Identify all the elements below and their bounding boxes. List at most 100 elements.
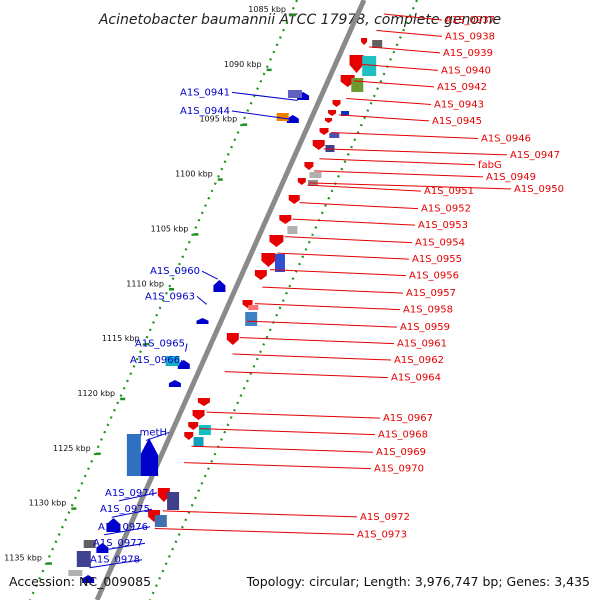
label-leader	[247, 320, 398, 328]
gene-label-a1s_0957: A1S_0957	[406, 288, 456, 299]
gene-box	[68, 570, 83, 576]
forward-gene-arrow	[340, 75, 355, 87]
gene-label-a1s_0949: A1S_0949	[486, 172, 536, 183]
gene-label-a1s_0961: A1S_0961	[397, 339, 447, 350]
topology-text: Topology: circular; Length: 3,976,747 bp…	[246, 574, 590, 589]
gene-box	[329, 133, 340, 138]
label-leader	[239, 337, 395, 345]
forward-gene-arrow	[304, 162, 314, 170]
label-leader	[338, 114, 430, 122]
gene-label-a1s_0966: A1S_0966	[130, 355, 180, 366]
gene-label-a1s_0972: A1S_0972	[360, 512, 410, 523]
gene-label-a1s_0965: A1S_0965	[135, 339, 185, 350]
gene-label-a1s_0956: A1S_0956	[409, 271, 459, 282]
forward-gene-arrow	[349, 55, 364, 73]
label-leader	[307, 184, 422, 192]
forward-gene-arrow	[319, 128, 329, 135]
label-leader	[206, 411, 381, 419]
gene-box	[245, 312, 258, 326]
gene-label-a1s_0954: A1S_0954	[415, 238, 465, 249]
gene-label-a1s_0967: A1S_0967	[383, 413, 433, 424]
forward-gene-arrow	[361, 38, 368, 45]
reverse-gene-arrow	[286, 115, 299, 123]
tick-label: 1100 kbp	[175, 170, 213, 179]
tick-label: 1095 kbp	[199, 115, 237, 124]
gene-label-meth: metH	[140, 427, 167, 438]
gene-label-a1s_0962: A1S_0962	[394, 355, 444, 366]
label-leader	[319, 158, 476, 166]
gene-label-a1s_0958: A1S_0958	[403, 305, 453, 316]
label-leader	[89, 559, 143, 569]
reverse-gene-arrow	[168, 380, 181, 387]
gene-label-a1s_0944: A1S_0944	[180, 106, 230, 117]
gene-label-a1s_0963: A1S_0963	[145, 291, 195, 302]
tick-label: 1115 kbp	[102, 334, 140, 343]
accession-text: Accession: NC_009085	[9, 574, 151, 589]
forward-gene-arrow	[197, 398, 210, 406]
label-leader	[201, 270, 218, 280]
gene-box	[198, 425, 211, 435]
gene-box	[287, 226, 298, 234]
forward-gene-arrow	[192, 410, 205, 420]
gene-label-a1s_0955: A1S_0955	[412, 254, 462, 265]
gene-label-a1s_0968: A1S_0968	[378, 430, 428, 441]
gene-label-a1s_0964: A1S_0964	[391, 373, 441, 384]
gene-label-a1s_0960: A1S_0960	[150, 266, 200, 277]
gene-box	[248, 305, 259, 310]
reverse-gene-arrow	[213, 280, 226, 292]
gene-label-a1s_0953: A1S_0953	[418, 220, 468, 231]
label-leader	[361, 63, 439, 71]
tick-label: 1110 kbp	[126, 279, 164, 288]
gene-label-a1s_0947: A1S_0947	[510, 150, 560, 161]
reverse-gene-arrow	[140, 438, 159, 476]
label-leader	[270, 269, 407, 277]
tick-label: 1120 kbp	[77, 389, 115, 398]
gene-label-a1s_0945: A1S_0945	[432, 116, 482, 127]
label-leader	[199, 428, 376, 436]
left-dotted-line	[29, 0, 299, 600]
gene-label-a1s_0977: A1S_0977	[93, 538, 143, 549]
gene-box	[372, 40, 383, 48]
label-leader	[308, 182, 512, 190]
gene-box	[351, 78, 364, 92]
genome-backbone	[94, 0, 367, 600]
label-leader	[231, 110, 290, 120]
gene-label-a1s_0942: A1S_0942	[437, 82, 487, 93]
tick-label: 1090 kbp	[224, 60, 262, 69]
label-leader	[323, 148, 508, 156]
label-leader	[231, 91, 298, 101]
gene-label-a1s_0938: A1S_0938	[445, 31, 495, 42]
gene-box	[167, 492, 180, 510]
forward-gene-arrow	[261, 253, 276, 267]
forward-gene-arrow	[279, 215, 292, 224]
label-leader	[299, 202, 419, 210]
reverse-gene-arrow	[106, 518, 121, 532]
gene-box	[362, 56, 377, 76]
tick-label: 1105 kbp	[151, 224, 189, 233]
label-leader	[262, 286, 404, 294]
label-leader	[331, 131, 479, 139]
scale-ticks: 1085 kbp 1090 kbp 1095 kbp 1100 kbp 1105 kbp…	[4, 5, 296, 565]
gene-box	[83, 540, 96, 548]
gene-label-a1s_0952: A1S_0952	[421, 204, 471, 215]
label-leader	[119, 492, 158, 502]
forward-gene-arrow	[226, 333, 239, 345]
forward-gene-arrow	[288, 195, 300, 204]
gene-box	[287, 90, 302, 98]
tick-label: 1125 kbp	[53, 444, 91, 453]
forward-gene-arrow	[312, 140, 325, 150]
gene-label-a1s_0951: A1S_0951	[424, 186, 474, 197]
right-dotted-line	[149, 0, 419, 600]
label-leader	[254, 303, 401, 311]
label-leader	[353, 80, 435, 88]
label-leader	[154, 527, 355, 535]
gene-label-a1s_0970: A1S_0970	[374, 464, 424, 475]
label-leader	[232, 353, 392, 361]
label-leader	[103, 526, 151, 536]
reverse-gene-arrow	[196, 318, 209, 324]
label-leader	[185, 343, 188, 352]
forward-gene-arrow	[332, 100, 341, 107]
gene-label-a1s_0969: A1S_0969	[376, 447, 426, 458]
label-leader	[196, 296, 207, 305]
